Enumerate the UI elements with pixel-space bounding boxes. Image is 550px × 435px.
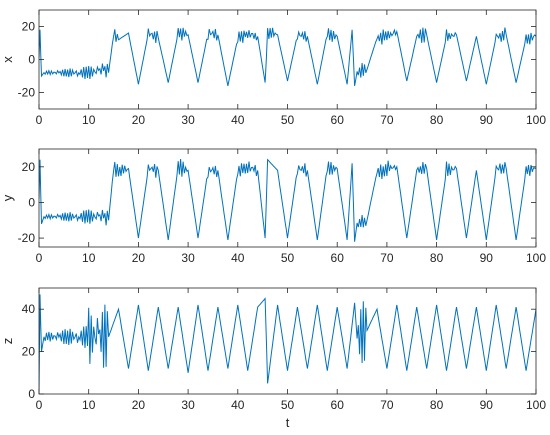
- x-tick-label: 80: [430, 398, 444, 412]
- x-tick-label: 100: [526, 251, 546, 265]
- x-tick-label: 20: [132, 398, 146, 412]
- y-tick-label: 0: [28, 195, 35, 209]
- x-tick-label: 30: [181, 251, 195, 265]
- x-tick-label: 10: [82, 113, 96, 127]
- x-axis-label: t: [286, 415, 290, 430]
- y-tick-label: 20: [22, 160, 36, 174]
- x-tick-label: 20: [132, 251, 146, 265]
- x-tick-label: 100: [526, 113, 546, 127]
- x-tick-label: 60: [331, 113, 345, 127]
- x-tick-label: 0: [36, 113, 43, 127]
- y-axis-label: z: [0, 338, 15, 345]
- y-tick-label: 20: [22, 20, 36, 34]
- x-tick-label: 0: [36, 251, 43, 265]
- x-tick-label: 80: [430, 251, 444, 265]
- y-axis-label: y: [0, 194, 15, 201]
- x-tick-label: 100: [526, 398, 546, 412]
- y-tick-label: -20: [18, 86, 36, 100]
- series-line-y: [39, 158, 536, 242]
- x-tick-label: 60: [331, 398, 345, 412]
- x-tick-label: 90: [480, 251, 494, 265]
- y-tick-label: 20: [22, 345, 36, 359]
- x-tick-label: 0: [36, 398, 43, 412]
- x-tick-label: 30: [181, 113, 195, 127]
- axes-box: [38, 148, 537, 248]
- x-tick-label: 40: [231, 113, 245, 127]
- x-tick-label: 50: [281, 113, 295, 127]
- series-line-z: [39, 294, 536, 392]
- x-tick-label: 80: [430, 113, 444, 127]
- x-tick-label: 50: [281, 398, 295, 412]
- x-tick-label: 70: [380, 251, 394, 265]
- x-tick-label: 10: [82, 398, 96, 412]
- x-tick-label: 20: [132, 113, 146, 127]
- y-tick-label: 0: [28, 387, 35, 401]
- y-tick-label: -20: [18, 231, 36, 245]
- y-tick-label: 0: [28, 53, 35, 67]
- y-tick-label: 40: [22, 302, 36, 316]
- x-tick-label: 60: [331, 251, 345, 265]
- x-tick-label: 30: [181, 398, 195, 412]
- x-tick-label: 10: [82, 251, 96, 265]
- subplot-z: 0 10 20 30 40 50 60 70 80 90 100 0 20 40 z t: [0, 287, 546, 430]
- x-tick-label: 90: [480, 113, 494, 127]
- series-line-x: [39, 27, 536, 86]
- y-axis-label: x: [0, 56, 15, 63]
- x-tick-label: 70: [380, 113, 394, 127]
- x-tick-label: 40: [231, 398, 245, 412]
- x-tick-label: 90: [480, 398, 494, 412]
- x-tick-label: 70: [380, 398, 394, 412]
- x-tick-label: 50: [281, 251, 295, 265]
- x-tick-label: 40: [231, 251, 245, 265]
